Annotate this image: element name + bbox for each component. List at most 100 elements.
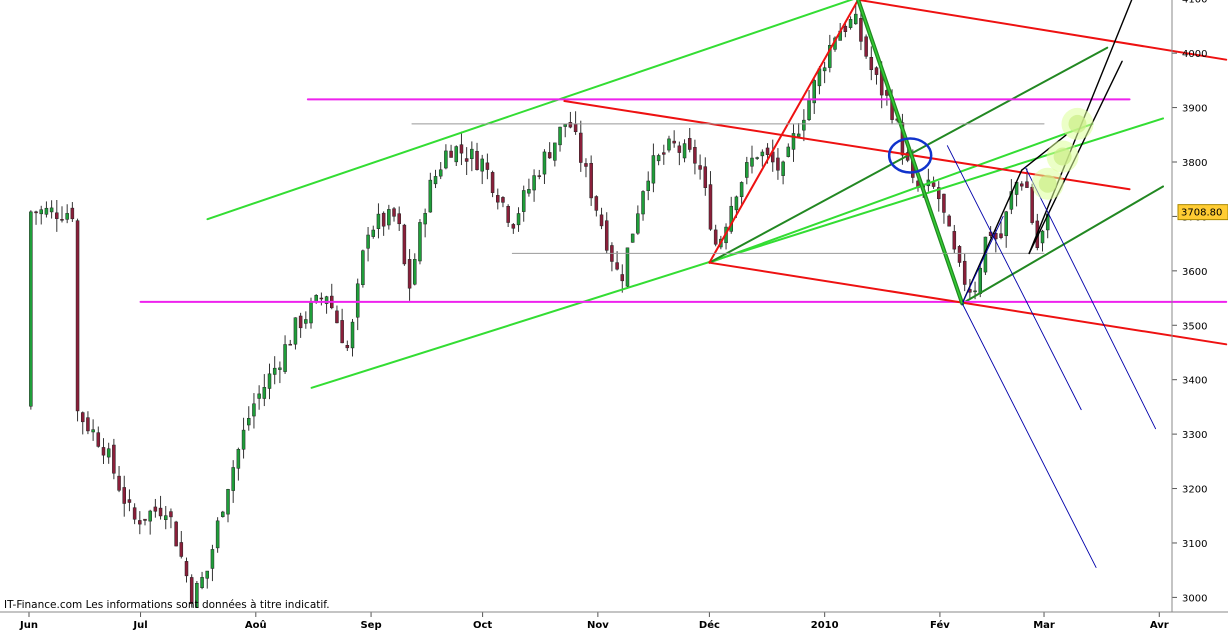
candle-body-up bbox=[428, 179, 433, 213]
candle-body-down bbox=[381, 212, 386, 227]
y-tick-label: 4000 bbox=[1182, 49, 1207, 60]
candle-body-down bbox=[693, 147, 697, 164]
candle bbox=[952, 224, 957, 254]
candle bbox=[267, 363, 272, 400]
credit-text: IT-Finance.com Les informations sont don… bbox=[4, 599, 330, 611]
candle-body-down bbox=[687, 138, 692, 150]
trendline-black bbox=[961, 169, 1023, 305]
candle bbox=[755, 156, 759, 160]
candle bbox=[200, 571, 204, 590]
candle-body-up bbox=[646, 180, 650, 192]
y-tick-label: 3400 bbox=[1182, 376, 1207, 387]
candle bbox=[112, 438, 116, 480]
candle bbox=[962, 253, 967, 292]
candle-body-up bbox=[454, 146, 459, 163]
candle bbox=[163, 506, 168, 530]
candle bbox=[475, 142, 479, 171]
candle bbox=[330, 283, 334, 310]
candle bbox=[350, 318, 355, 357]
candle-body-down bbox=[999, 233, 1003, 238]
candle-body-down bbox=[962, 260, 967, 285]
candle-body-up bbox=[470, 148, 474, 159]
candle-body-down bbox=[672, 140, 676, 144]
candle bbox=[646, 171, 650, 201]
candle-body-up bbox=[272, 367, 277, 375]
candle bbox=[599, 207, 604, 230]
candle-body-up bbox=[480, 158, 484, 172]
candle bbox=[179, 530, 184, 559]
candle bbox=[55, 200, 59, 232]
candle-body-down bbox=[620, 274, 625, 282]
candle-body-up bbox=[516, 213, 521, 226]
candle bbox=[641, 190, 645, 221]
candle bbox=[490, 170, 495, 198]
candle bbox=[226, 488, 230, 523]
candle bbox=[205, 570, 209, 589]
candle-body-down bbox=[511, 224, 516, 229]
candle-body-down bbox=[1020, 183, 1024, 187]
candle-body-up bbox=[309, 302, 313, 324]
candle bbox=[677, 141, 682, 166]
candle-body-up bbox=[760, 151, 765, 157]
x-tick-label: Jul bbox=[132, 620, 147, 631]
candle-body-up bbox=[563, 124, 567, 127]
candle bbox=[745, 156, 749, 185]
candle-body-down bbox=[568, 122, 573, 128]
candle-body-up bbox=[786, 146, 791, 157]
candle-body-down bbox=[392, 208, 396, 217]
trendline-blue bbox=[946, 145, 1082, 411]
candle-body-up bbox=[438, 169, 443, 177]
candle-body-up bbox=[739, 182, 744, 197]
candle-body-up bbox=[106, 448, 111, 458]
candle bbox=[418, 219, 422, 265]
trendline-green bbox=[206, 0, 854, 221]
candle-body-down bbox=[174, 521, 178, 547]
candle-body-down bbox=[298, 315, 303, 329]
candle bbox=[423, 208, 427, 238]
candle bbox=[80, 411, 85, 435]
candle-body-down bbox=[677, 145, 682, 153]
candle bbox=[210, 544, 215, 582]
candle bbox=[532, 169, 536, 202]
candle-body-down bbox=[459, 144, 464, 154]
candle-body-up bbox=[791, 133, 796, 150]
candle-body-up bbox=[558, 126, 562, 146]
candle bbox=[49, 200, 54, 219]
candle-body-down bbox=[288, 343, 293, 346]
candle-body-down bbox=[158, 507, 163, 517]
candle bbox=[132, 503, 137, 525]
candle bbox=[428, 172, 433, 213]
candle-body-down bbox=[138, 520, 142, 525]
candle-body-down bbox=[1030, 186, 1034, 223]
x-tick-label: Déc bbox=[699, 619, 720, 631]
highlight-dot bbox=[1068, 114, 1087, 133]
candle bbox=[387, 204, 391, 230]
candle-body-down bbox=[464, 158, 469, 162]
ellipse-marker bbox=[887, 137, 933, 174]
candle-body-up bbox=[257, 393, 261, 399]
candle bbox=[781, 160, 785, 185]
candle-body-up bbox=[350, 321, 355, 349]
candle bbox=[371, 225, 376, 239]
candle bbox=[516, 207, 521, 232]
candle bbox=[651, 143, 656, 193]
candle bbox=[480, 154, 484, 185]
candle bbox=[869, 46, 874, 81]
candle-body-up bbox=[413, 259, 417, 285]
candle-body-up bbox=[667, 138, 671, 151]
candle bbox=[1009, 179, 1014, 215]
y-tick-label: 3800 bbox=[1182, 158, 1207, 169]
candle bbox=[70, 202, 75, 222]
candle bbox=[355, 278, 360, 331]
candle-body-up bbox=[278, 367, 282, 370]
candle bbox=[853, 2, 858, 25]
candle bbox=[148, 509, 152, 535]
candle bbox=[106, 442, 111, 464]
x-tick-label: Fév bbox=[930, 619, 950, 631]
candle bbox=[335, 305, 339, 324]
candle bbox=[584, 158, 588, 178]
x-tick-label: Oct bbox=[473, 620, 492, 631]
candle-body-down bbox=[869, 57, 874, 71]
candle bbox=[75, 218, 80, 422]
